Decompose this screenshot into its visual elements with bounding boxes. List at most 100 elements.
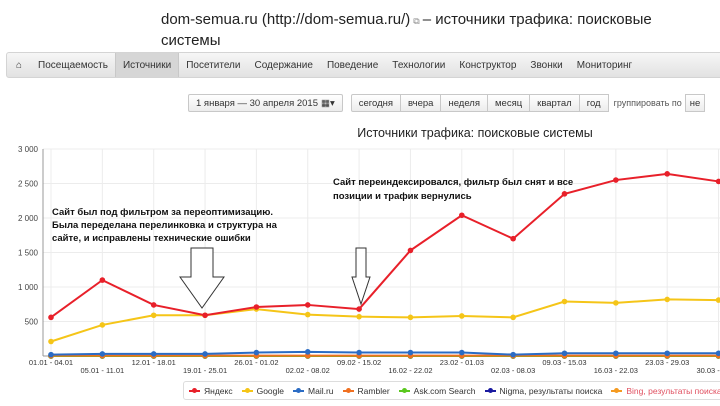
- data-point: [253, 349, 260, 356]
- home-icon[interactable]: ⌂: [16, 59, 23, 71]
- data-point: [304, 349, 311, 355]
- annotation-1: Сайт был под фильтром за переоптимизацию…: [52, 207, 278, 244]
- legend-marker-icon: [398, 387, 410, 393]
- y-tick-label: 2 000: [18, 214, 39, 223]
- x-tick-label: 23.02 - 01.03: [440, 358, 484, 367]
- data-point: [664, 171, 670, 177]
- data-point: [459, 212, 465, 219]
- legend-label: Rambler: [357, 385, 390, 396]
- chart-title: Источники трафика: поисковые системы: [357, 126, 593, 140]
- y-tick-label: 3 000: [18, 145, 39, 154]
- nav-item-behavior[interactable]: Поведение: [326, 59, 379, 71]
- nav-item-content[interactable]: Содержание: [254, 59, 313, 71]
- series-line: [50, 172, 719, 319]
- site-name: dom-semua.ru (http://dom-semua.ru/): [161, 11, 411, 28]
- traffic-chart: Источники трафика: поисковые системы 3 0…: [18, 126, 720, 375]
- x-tick-label: 01.01 - 04.01: [29, 358, 73, 367]
- legend-item[interactable]: Яндекс: [189, 386, 233, 396]
- data-point: [407, 314, 414, 321]
- svg-text:позиции и трафик вернулись: позиции и трафик вернулись: [333, 191, 472, 202]
- nav-item-sources[interactable]: Источники: [114, 53, 180, 77]
- legend-marker-icon: [241, 387, 253, 393]
- x-tick-label: 16.02 - 22.02: [388, 366, 432, 375]
- data-point: [613, 177, 619, 183]
- svg-text:сайте, и исправлены технически: сайте, и исправлены технические ошибки: [52, 233, 251, 244]
- annotation-2: Сайт переиндексировался, фильтр был снят…: [333, 177, 573, 202]
- page-title: dom-semua.ru (http://dom-semua.ru/) ⧉ – ис…: [161, 10, 701, 50]
- legend-label: Яндекс: [204, 385, 233, 396]
- external-link-icon[interactable]: ⧉: [413, 16, 420, 26]
- legend-marker-icon: [611, 387, 623, 393]
- period-week-button[interactable]: неделя: [441, 94, 488, 112]
- x-tick-label: 30.03 - 05.04: [696, 366, 720, 375]
- x-tick-label: 19.01 - 25.01: [183, 366, 227, 375]
- legend-item[interactable]: Ask.com Search: [398, 386, 476, 396]
- legend-marker-icon: [189, 387, 200, 393]
- period-today-button[interactable]: сегодня: [350, 94, 402, 112]
- series-line: [50, 298, 719, 343]
- data-point: [510, 351, 516, 358]
- data-point: [99, 322, 106, 328]
- legend-marker-icon: [342, 387, 354, 393]
- data-point: [48, 314, 54, 321]
- legend-item[interactable]: Mail.ru: [293, 386, 334, 396]
- date-range-picker[interactable]: 1 января — 30 апреля 2015 ▦▾: [188, 94, 343, 112]
- legend-label: Bing, результаты поиска: [626, 385, 720, 396]
- legend-marker-icon: [293, 387, 305, 393]
- legend-item[interactable]: Bing, результаты поиска: [611, 386, 720, 396]
- nav-item-constructor[interactable]: Конструктор: [459, 59, 517, 71]
- nav-item-visits[interactable]: Посещаемость: [38, 59, 108, 71]
- legend-item[interactable]: Rambler: [342, 385, 390, 396]
- legend-label: Google: [256, 385, 285, 396]
- title-suffix: – источники трафика: поисковые системы: [161, 11, 652, 49]
- data-point: [304, 311, 311, 318]
- legend-item[interactable]: Nigma, результаты поиска: [484, 385, 603, 396]
- data-point: [407, 247, 414, 254]
- data-point: [48, 338, 54, 345]
- down-arrow-icon: [179, 247, 225, 309]
- x-tick-label: 23.03 - 29.03: [645, 358, 689, 367]
- period-month-button[interactable]: месяц: [488, 94, 531, 112]
- data-point: [99, 351, 106, 357]
- legend-label: Nigma, результаты поиска: [499, 385, 603, 396]
- data-point: [561, 298, 568, 305]
- calendar-icon: ▦▾: [320, 97, 335, 109]
- data-point: [459, 313, 465, 319]
- data-point: [664, 296, 670, 303]
- legend-item[interactable]: Google: [241, 385, 285, 396]
- nav-item-technologies[interactable]: Технологии: [392, 59, 446, 71]
- y-tick-label: 2 500: [18, 180, 39, 189]
- data-point: [150, 302, 157, 308]
- down-arrow-icon: [351, 247, 371, 306]
- data-point: [356, 313, 362, 320]
- data-point: [48, 351, 54, 358]
- data-point: [150, 312, 157, 319]
- period-yesterday-button[interactable]: вчера: [401, 94, 442, 112]
- x-tick-label: 02.02 - 08.02: [286, 366, 330, 375]
- group-by-select[interactable]: не: [684, 94, 706, 112]
- group-by-label: группировать по: [613, 98, 682, 108]
- data-point: [304, 302, 311, 308]
- data-point: [99, 277, 106, 283]
- nav-item-monitoring[interactable]: Мониторинг: [576, 59, 633, 71]
- data-point: [253, 304, 260, 310]
- y-tick-label: 500: [25, 318, 39, 327]
- x-tick-label: 26.01 - 01.02: [234, 358, 278, 367]
- period-year-button[interactable]: год: [579, 94, 609, 112]
- legend-label: Mail.ru: [308, 385, 334, 396]
- data-point: [356, 306, 362, 312]
- x-tick-label: 05.01 - 11.01: [81, 366, 125, 375]
- data-point: [613, 300, 619, 306]
- svg-text:Была переделана перелинковка и: Была переделана перелинковка и структура…: [52, 220, 278, 231]
- x-tick-label: 12.01 - 18.01: [132, 358, 176, 367]
- nav-item-visitors[interactable]: Посетители: [186, 59, 241, 71]
- series-line: [50, 350, 719, 356]
- data-point: [150, 351, 157, 357]
- data-point: [715, 297, 720, 303]
- data-point: [202, 312, 208, 319]
- data-point: [202, 351, 208, 357]
- data-point: [715, 178, 720, 185]
- period-quarter-button[interactable]: квартал: [530, 94, 580, 112]
- nav-item-calls[interactable]: Звонки: [530, 59, 563, 71]
- chart-legend: Яндекс Google Mail.ru Rambler Ask.com Search…: [183, 381, 720, 400]
